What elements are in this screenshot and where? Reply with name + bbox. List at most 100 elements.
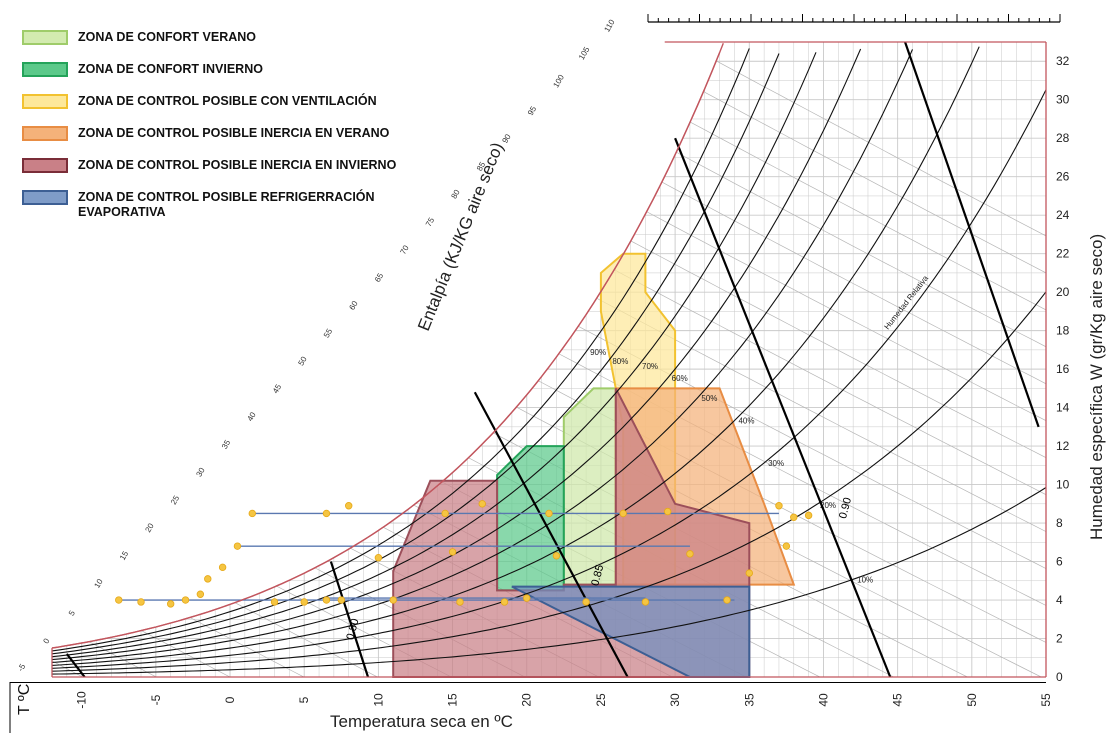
climate-point — [790, 513, 798, 521]
rh-label: 20% — [820, 501, 836, 510]
legend-item: ZONA DE CONTROL POSIBLE INERCIA EN VERAN… — [22, 124, 492, 146]
climate-point — [374, 553, 383, 562]
legend-label: ZONA DE CONTROL POSIBLE INERCIA EN INVIE… — [78, 158, 397, 172]
climate-point — [248, 509, 256, 518]
legend-swatch-confort-invierno — [22, 62, 68, 77]
climate-point — [137, 598, 145, 606]
climate-point — [270, 598, 279, 606]
x-tick-label: 20 — [520, 693, 534, 707]
climate-point — [545, 509, 553, 518]
rh-curve-10 — [51, 487, 1047, 675]
climate-point — [552, 552, 561, 560]
climate-point — [300, 598, 308, 606]
rh-curve-60 — [51, 48, 862, 661]
y-tick-label: 30 — [1056, 93, 1070, 107]
y-tick-label: 20 — [1056, 285, 1070, 299]
y-tick-label: 12 — [1056, 439, 1070, 453]
climate-point — [441, 509, 449, 518]
climate-point — [500, 598, 509, 606]
rh-label: 40% — [738, 417, 754, 426]
enthalpy-tick-label: -5 — [16, 662, 28, 673]
y-tick-label: 26 — [1056, 170, 1070, 184]
legend: ZONA DE CONFORT VERANO ZONA DE CONFORT I… — [22, 28, 492, 238]
legend-item: ZONA DE CONTROL POSIBLE CON VENTILACIÓN — [22, 92, 492, 114]
x-axis-label: Temperatura seca en ºC — [330, 712, 513, 731]
climate-point — [448, 548, 457, 556]
legend-swatch-confort-verano — [22, 30, 68, 45]
rh-curve-30 — [51, 89, 1047, 669]
x-tick-label: 10 — [371, 693, 385, 707]
rh-curve-40 — [51, 46, 980, 666]
y-tick-label: 6 — [1056, 555, 1063, 569]
y-tick-label: 28 — [1056, 131, 1070, 145]
rh-label: 70% — [642, 362, 658, 371]
specific-volume-line — [65, 653, 86, 678]
x-axis-prefix: T ºC — [16, 684, 33, 715]
climate-point — [181, 596, 190, 604]
legend-swatch-inercia-verano — [22, 126, 68, 141]
x-tick-label: -10 — [75, 691, 89, 709]
climate-point — [233, 542, 242, 550]
x-tick-label: 30 — [668, 693, 682, 707]
legend-label: ZONA DE CONTROL POSIBLE REFRIGERRACIÓN E… — [78, 190, 375, 219]
y-tick-label: 32 — [1056, 54, 1070, 68]
enthalpy-tick-label: 0 — [41, 636, 51, 645]
climate-point — [478, 500, 486, 508]
y-tick-label: 8 — [1056, 516, 1063, 530]
climate-point — [322, 596, 331, 604]
climate-point — [582, 598, 590, 606]
y-tick-label: 24 — [1056, 208, 1070, 222]
climate-point — [686, 550, 694, 558]
climate-point — [345, 502, 353, 510]
zone-1 — [496, 445, 565, 592]
climate-point — [663, 507, 672, 516]
legend-label: ZONA DE CONFORT VERANO — [78, 30, 257, 44]
x-tick-label: 50 — [965, 693, 979, 707]
y-axis-label: Humedad específica W (gr/Kg aire seco) — [1087, 234, 1106, 540]
axes-layer: -10 -5 0 5 10 15 20 25 30 35 40 45 50 550246810121416… — [9, 14, 1070, 733]
curves-layer: 10% 20% 30% 40% 50% 60% 70% 80% 90% 0.80 0.85 0.90 — [51, 41, 1047, 678]
x-tick-label: 45 — [891, 693, 905, 707]
specific-volume-line — [473, 391, 629, 678]
climate-point — [804, 511, 813, 520]
enthalpy-tick-label: 5 — [67, 609, 77, 618]
x-tick-label: 5 — [297, 696, 311, 703]
climate-point — [322, 509, 331, 518]
rh-curve-50 — [51, 49, 914, 664]
y-tick-label: 0 — [1056, 670, 1063, 684]
climate-point — [166, 600, 175, 608]
climate-point — [196, 590, 205, 598]
rh-curve-80 — [51, 53, 780, 655]
y-tick-label: 22 — [1056, 247, 1070, 261]
x-tick-label: 35 — [742, 693, 756, 707]
specific-volume-line — [904, 41, 1040, 428]
x-tick-label: 25 — [594, 693, 608, 707]
climate-point — [218, 563, 227, 572]
climate-point — [389, 596, 397, 604]
legend-item: ZONA DE CONTROL POSIBLE REFRIGERRACIÓN E… — [22, 188, 492, 228]
rh-label: 60% — [672, 374, 688, 383]
y-tick-label: 18 — [1056, 324, 1070, 338]
legend-item: ZONA DE CONFORT VERANO — [22, 28, 492, 50]
x-tick-label: 55 — [1039, 693, 1053, 707]
legend-label: ZONA DE CONTROL POSIBLE CON VENTILACIÓN — [78, 94, 377, 108]
climate-point — [204, 575, 212, 583]
x-tick-label: 0 — [223, 696, 237, 703]
enthalpy-line — [660, 42, 1046, 275]
saturation-curve — [51, 43, 724, 649]
y-tick-label: 2 — [1056, 632, 1063, 646]
rh-label: 10% — [857, 575, 873, 584]
zones-layer — [392, 252, 796, 678]
climate-point — [745, 569, 753, 577]
legend-swatch-inercia-invierno — [22, 158, 68, 173]
climate-point — [782, 542, 791, 550]
legend-item: ZONA DE CONTROL POSIBLE INERCIA EN INVIE… — [22, 156, 492, 178]
rh-label: 80% — [612, 357, 628, 366]
rh-label: 90% — [590, 348, 606, 357]
points-layer — [115, 500, 813, 608]
rh-label: 30% — [768, 459, 784, 468]
x-axis-baseline — [10, 682, 1046, 683]
y-tick-label: 14 — [1056, 401, 1070, 415]
zone-0 — [562, 387, 617, 586]
